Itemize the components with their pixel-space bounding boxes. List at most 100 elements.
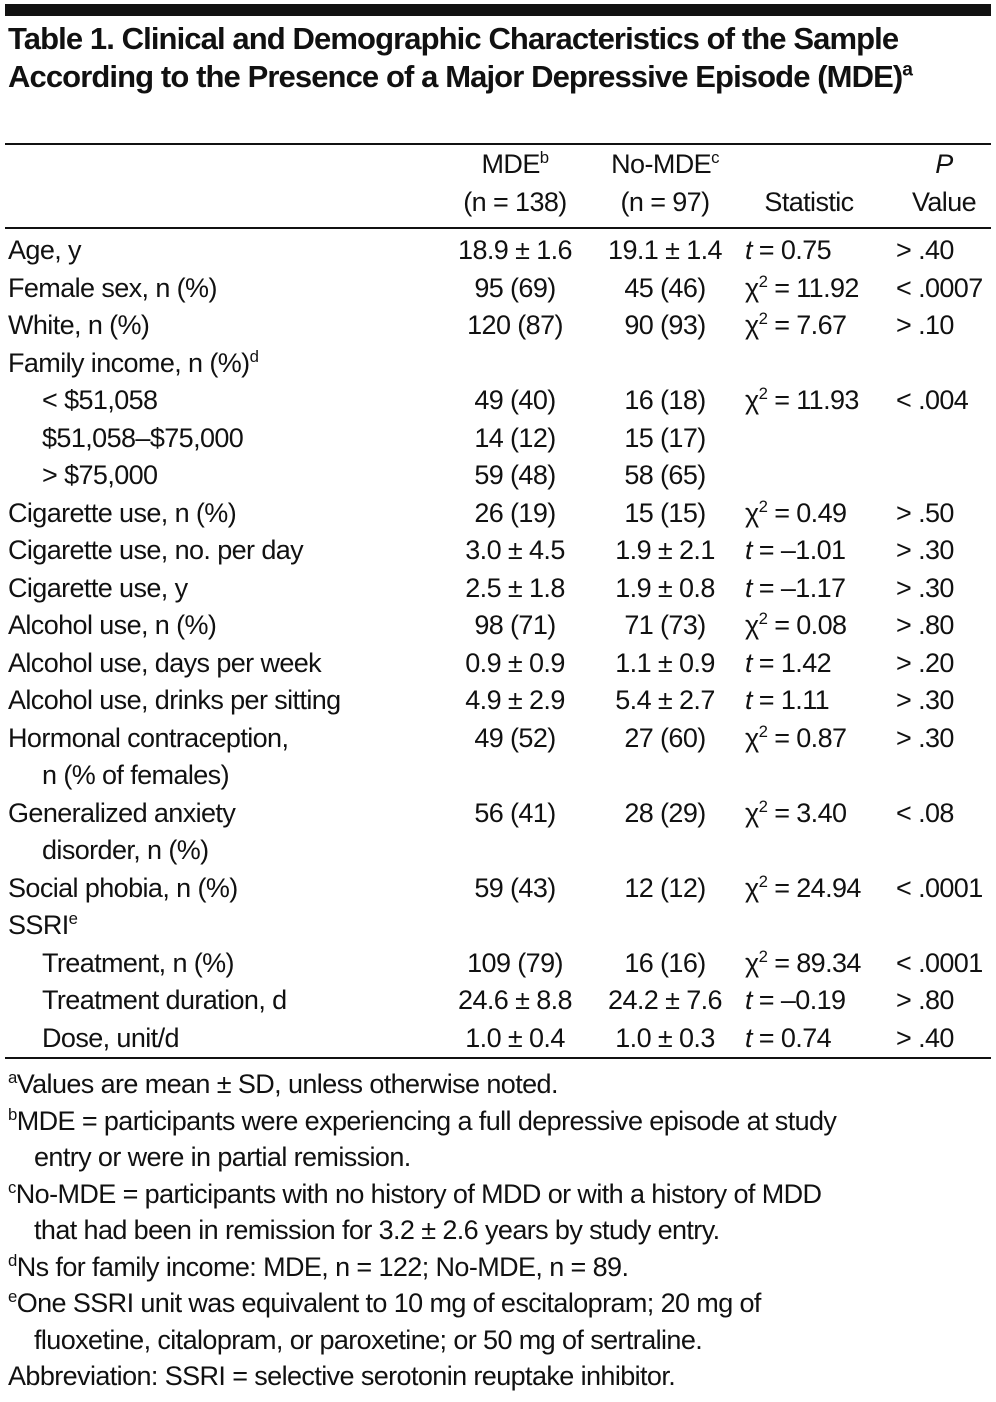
cell-p-value: < .0007 xyxy=(896,272,983,303)
stat-symbol: t xyxy=(745,647,752,678)
row-label-text: Age, y xyxy=(8,235,82,265)
header-p-label: Value xyxy=(911,186,977,217)
header-mde-sup: b xyxy=(539,147,549,167)
title-rule xyxy=(5,143,991,145)
stat-value: = 0.74 xyxy=(751,1022,832,1053)
cell-no-mde: 1.9 ± 2.1 xyxy=(615,535,715,565)
footnote-text: that had been in remission for 3.2 ± 2.6… xyxy=(34,1215,720,1245)
cell-mde: 49 (52) xyxy=(474,722,556,753)
footnote-mark: a xyxy=(8,1067,17,1087)
row-label: Treatment duration, d xyxy=(0,982,996,1020)
cell-no-mde: 15 (15) xyxy=(624,497,706,528)
top-bar xyxy=(5,4,991,16)
header-statistic-label: Statistic xyxy=(764,186,854,217)
cell-mde: 59 (43) xyxy=(474,872,556,903)
header-p-italic: P xyxy=(935,149,953,179)
cell-no-mde: 27 (60) xyxy=(624,722,706,753)
stat-symbol: χ xyxy=(745,797,759,828)
cell-mde: 49 (40) xyxy=(474,385,556,415)
stat-symbol: t xyxy=(745,535,752,565)
stat-symbol: χ xyxy=(745,872,759,903)
stat-superscript: 2 xyxy=(758,721,768,741)
row-label: Cigarette use, n (%) xyxy=(0,495,996,533)
table-row: Treatment, n (%) 109 (79) 16 (16) χ2 = 89.3… xyxy=(0,945,996,983)
cell-no-mde: 1.9 ± 0.8 xyxy=(615,572,715,603)
row-label: Cigarette use, y xyxy=(0,570,996,608)
stat-superscript: 2 xyxy=(758,308,768,328)
stat-symbol: t xyxy=(745,685,752,715)
stat-symbol: χ xyxy=(745,272,759,303)
row-label-text: SSRI xyxy=(8,910,69,940)
footnote-line: entry or were in partial remission. xyxy=(8,1139,988,1176)
header-mde-label: MDE xyxy=(481,149,541,179)
row-label: Age, y xyxy=(0,232,996,270)
header-p-value: P Value xyxy=(896,146,992,221)
cell-statistic: χ2 = 11.92 xyxy=(745,270,859,308)
stat-symbol: χ xyxy=(745,610,759,640)
row-label: White, n (%) xyxy=(0,307,996,345)
cell-no-mde: 58 (65) xyxy=(624,460,706,490)
footnote-mark: e xyxy=(8,1286,17,1306)
stat-value: = 1.11 xyxy=(751,685,830,715)
cell-mde: 3.0 ± 4.5 xyxy=(465,535,565,565)
row-label-continuation: disorder, n (%) xyxy=(42,835,209,865)
row-label: $51,058–$75,000 xyxy=(0,420,996,458)
table-row: White, n (%) 120 (87) 90 (93) χ2 = 7.67 > .1… xyxy=(0,307,996,345)
table-title: Table 1. Clinical and Demographic Charac… xyxy=(8,20,988,95)
stat-value: = 0.75 xyxy=(751,235,832,265)
table-body: Age, y 18.9 ± 1.6 19.1 ± 1.4 t = 0.75 > .40 F… xyxy=(0,232,996,1057)
row-label-footnote-mark: e xyxy=(68,908,78,928)
cell-p-value: < .08 xyxy=(896,797,954,828)
table-row: Alcohol use, drinks per sitting 4.9 ± 2.9… xyxy=(0,682,996,720)
footnote-line: aValues are mean ± SD, unless otherwise … xyxy=(8,1066,988,1103)
stat-superscript: 2 xyxy=(758,796,768,816)
table-row: Social phobia, n (%) 59 (43) 12 (12) χ2 = 2… xyxy=(0,870,996,908)
stat-superscript: 2 xyxy=(758,383,768,403)
cell-statistic: χ2 = 24.94 xyxy=(745,870,861,908)
cell-mde: 14 (12) xyxy=(474,422,556,453)
footnote-line: eOne SSRI unit was equivalent to 10 mg o… xyxy=(8,1285,988,1322)
cell-no-mde: 90 (93) xyxy=(624,310,706,340)
table-row: < $51,058 49 (40) 16 (18) χ2 = 11.93 < .004 xyxy=(0,382,996,420)
cell-no-mde: 15 (17) xyxy=(624,422,706,453)
stat-value: = 7.67 xyxy=(767,310,847,340)
cell-p-value: > .10 xyxy=(896,310,954,340)
cell-statistic: χ2 = 7.67 xyxy=(745,307,847,345)
row-label-text: Alcohol use, drinks per sitting xyxy=(8,685,341,715)
stat-value: = 24.94 xyxy=(767,872,861,903)
table-row: SSRIe xyxy=(0,907,996,945)
footnote-text: entry or were in partial remission. xyxy=(34,1142,411,1172)
stat-value: = 0.08 xyxy=(767,610,847,640)
header-mde-n: (n = 138) xyxy=(463,186,567,217)
footnote-text: Abbreviation: SSRI = selective serotonin… xyxy=(8,1361,676,1391)
cell-no-mde: 71 (73) xyxy=(624,610,706,640)
footnote-text: No-MDE = participants with no history of… xyxy=(15,1178,822,1209)
row-label-continuation: n (% of females) xyxy=(42,760,230,790)
footnote-line: Abbreviation: SSRI = selective serotonin… xyxy=(8,1358,988,1395)
footnote-mark: d xyxy=(8,1250,17,1270)
stat-superscript: 2 xyxy=(758,271,768,291)
cell-no-mde: 12 (12) xyxy=(624,872,706,903)
footnote-text: fluoxetine, citalopram, or paroxetine; o… xyxy=(34,1324,703,1355)
cell-mde: 24.6 ± 8.8 xyxy=(458,985,573,1015)
footnote-line: cNo-MDE = participants with no history o… xyxy=(8,1176,988,1213)
table-row: Alcohol use, n (%) 98 (71) 71 (73) χ2 = 0.0… xyxy=(0,607,996,645)
row-label: Female sex, n (%) xyxy=(0,270,996,308)
footnote-line: dNs for family income: MDE, n = 122; No-… xyxy=(8,1249,988,1286)
stat-value: = –1.17 xyxy=(751,572,846,603)
title-footnote-mark: a xyxy=(902,58,913,80)
table-row: > $75,000 59 (48) 58 (65) xyxy=(0,457,996,495)
header-nomde: No-MDEc (n = 97) xyxy=(590,146,740,221)
cell-statistic: t = –0.19 xyxy=(745,982,846,1020)
cell-p-value: > .40 xyxy=(896,235,954,265)
row-label-text: Dose, unit/d xyxy=(42,1022,179,1053)
row-label: > $75,000 xyxy=(0,457,996,495)
row-label-text: Treatment, n (%) xyxy=(42,947,235,978)
cell-p-value: < .0001 xyxy=(896,947,983,978)
header-nomde-n: (n = 97) xyxy=(620,186,710,217)
footnotes: aValues are mean ± SD, unless otherwise … xyxy=(8,1066,988,1395)
cell-mde: 98 (71) xyxy=(474,610,556,640)
row-label: Cigarette use, no. per day xyxy=(0,532,996,570)
cell-p-value: > .20 xyxy=(896,647,954,678)
header-statistic: Statistic xyxy=(745,146,873,221)
